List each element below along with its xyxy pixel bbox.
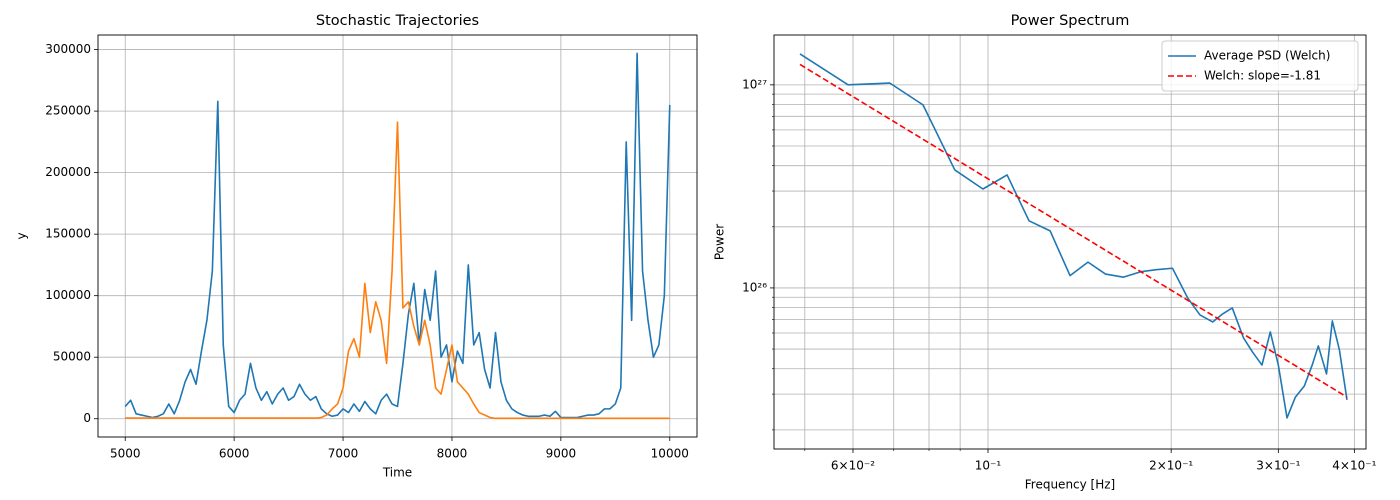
x-tick-label: 6×10⁻² bbox=[831, 459, 875, 473]
x-tick-label: 5000 bbox=[110, 447, 141, 461]
x-tick-label: 10000 bbox=[651, 447, 689, 461]
x-tick-label: 2×10⁻¹ bbox=[1149, 459, 1193, 473]
x-axis-label: Frequency [Hz] bbox=[1025, 478, 1116, 492]
series-line bbox=[124, 52, 671, 419]
y-tick-label: 0 bbox=[83, 411, 91, 425]
x-tick-label: 9000 bbox=[546, 447, 577, 461]
y-tick-label: 50000 bbox=[53, 350, 91, 364]
y-tick-label: 10²⁷ bbox=[742, 77, 767, 91]
x-tick-label: 6000 bbox=[219, 447, 250, 461]
x-axis-label: Time bbox=[382, 466, 412, 480]
y-axis-label: Power bbox=[713, 224, 727, 260]
x-tick-label: 7000 bbox=[328, 447, 359, 461]
y-tick-label: 300000 bbox=[45, 42, 91, 56]
y-tick-label: 100000 bbox=[45, 288, 91, 302]
legend-label: Average PSD (Welch) bbox=[1204, 49, 1330, 63]
axes-frame bbox=[97, 34, 698, 438]
series-line bbox=[799, 63, 1348, 398]
x-tick-label: 8000 bbox=[437, 447, 468, 461]
series-line bbox=[125, 121, 670, 420]
series-line bbox=[799, 53, 1348, 419]
chart-title: Stochastic Trajectories bbox=[316, 13, 479, 29]
y-tick-label: 10²⁶ bbox=[742, 280, 767, 294]
legend-label: Welch: slope=-1.81 bbox=[1204, 69, 1321, 83]
y-tick-label: 250000 bbox=[45, 104, 91, 118]
x-tick-label: 10⁻¹ bbox=[975, 459, 1002, 473]
y-tick-label: 200000 bbox=[45, 165, 91, 179]
axes-frame bbox=[773, 34, 1367, 450]
y-tick-label: 150000 bbox=[45, 227, 91, 241]
chart-title: Power Spectrum bbox=[1011, 13, 1130, 29]
x-tick-label: 4×10⁻¹ bbox=[1332, 459, 1376, 473]
x-tick-label: 3×10⁻¹ bbox=[1256, 459, 1300, 473]
legend-box bbox=[1161, 40, 1359, 92]
y-axis-label: y bbox=[15, 232, 29, 239]
